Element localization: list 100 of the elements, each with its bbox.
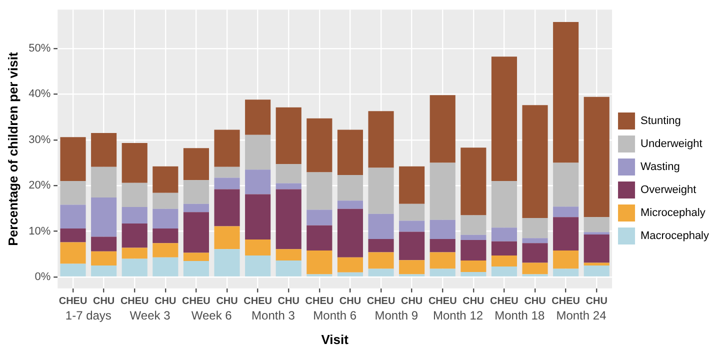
- bar: [60, 264, 86, 276]
- bar: [91, 133, 117, 167]
- bar: [245, 194, 271, 240]
- bar: [306, 250, 332, 274]
- bar: [245, 134, 271, 170]
- bar: [152, 192, 178, 209]
- bar: [183, 148, 209, 180]
- bar: [491, 255, 518, 266]
- bar: [276, 260, 302, 276]
- bar: [122, 248, 148, 259]
- y-tick-label: 50%: [28, 42, 51, 54]
- bar: [306, 210, 332, 226]
- bar: [214, 189, 240, 226]
- text: Month 18: [494, 308, 545, 323]
- bar: [122, 143, 148, 183]
- x-tick-label: CHEU: [366, 296, 396, 308]
- bar: [152, 257, 178, 276]
- x-tick-label: CHEU: [428, 296, 457, 308]
- bar: [276, 164, 302, 184]
- bar: [368, 111, 394, 168]
- bar: [460, 148, 486, 216]
- bar: [152, 208, 178, 229]
- bar: [491, 241, 518, 256]
- legend-label: Macrocephaly: [640, 230, 710, 242]
- bar: [522, 238, 548, 244]
- bar: [60, 242, 86, 264]
- bar: [276, 189, 302, 250]
- bar: [245, 100, 271, 135]
- y-tick-label: 0%: [34, 271, 51, 284]
- bar: [122, 224, 148, 248]
- bar: [460, 260, 486, 272]
- bar: [584, 96, 610, 218]
- bar: [214, 226, 240, 250]
- bar: [430, 220, 456, 240]
- bar: [368, 252, 394, 269]
- bar: [306, 225, 332, 250]
- bar: [337, 175, 364, 201]
- bar: [214, 166, 240, 178]
- bar: [122, 182, 148, 208]
- bar: [337, 200, 364, 209]
- text: 1-7 days: [65, 308, 112, 323]
- x-tick-label: CHEU: [490, 296, 518, 308]
- bar: [91, 266, 117, 276]
- bar: [337, 130, 364, 176]
- bar: [152, 228, 178, 244]
- legend-label: Overweight: [640, 184, 696, 196]
- bar: [522, 105, 548, 218]
- bar: [553, 268, 579, 276]
- x-tick-label: CHU: [278, 296, 300, 308]
- x-tick-label: CHU: [462, 296, 484, 308]
- bar: [214, 249, 240, 276]
- bar: [276, 249, 302, 261]
- x-tick-label: CHEU: [305, 296, 334, 308]
- x-tick-label: CHEU: [120, 296, 149, 308]
- x-tick-label: CHEU: [552, 296, 580, 308]
- legend-label: Wasting: [640, 161, 680, 174]
- bar: [522, 262, 548, 274]
- text: Week 6: [191, 308, 232, 323]
- text: Week 3: [130, 308, 171, 323]
- bar: [91, 166, 117, 198]
- bar: [368, 214, 394, 240]
- bar: [183, 212, 209, 253]
- text: Month 9: [374, 308, 418, 323]
- bar: [122, 258, 148, 276]
- bar: [460, 215, 486, 235]
- bar: [584, 262, 610, 266]
- bar: [91, 236, 117, 252]
- bar: [491, 228, 518, 242]
- bar: [584, 266, 610, 276]
- bar: [553, 22, 579, 163]
- bar: [245, 255, 271, 276]
- text: Month 6: [313, 308, 357, 323]
- y-axis-title: Percentage of children per visit: [5, 52, 20, 246]
- bar: [460, 272, 486, 276]
- x-tick-label: CHU: [400, 296, 423, 308]
- bar: [460, 240, 486, 261]
- bar: [430, 239, 456, 252]
- bar: [522, 243, 548, 263]
- bar: [584, 217, 610, 232]
- bar: [183, 204, 209, 212]
- bar: [60, 180, 86, 205]
- bar: [214, 130, 240, 167]
- bar: [553, 206, 579, 218]
- bar: [337, 257, 364, 272]
- y-tick-label: 30%: [28, 134, 51, 146]
- x-tick-label: CHEU: [182, 296, 210, 308]
- bar: [522, 218, 548, 238]
- bar: [460, 234, 486, 240]
- bar: [245, 239, 271, 256]
- bar: [491, 266, 518, 276]
- bar: [122, 207, 148, 224]
- bar: [91, 197, 117, 237]
- bar: [491, 180, 518, 228]
- y-tick-label: 20%: [28, 180, 51, 192]
- bar: [399, 260, 425, 274]
- bar: [368, 239, 394, 252]
- bar: [306, 172, 332, 210]
- x-tick-label: CHU: [92, 296, 115, 308]
- y-tick-label: 10%: [28, 225, 51, 238]
- bar: [60, 137, 86, 181]
